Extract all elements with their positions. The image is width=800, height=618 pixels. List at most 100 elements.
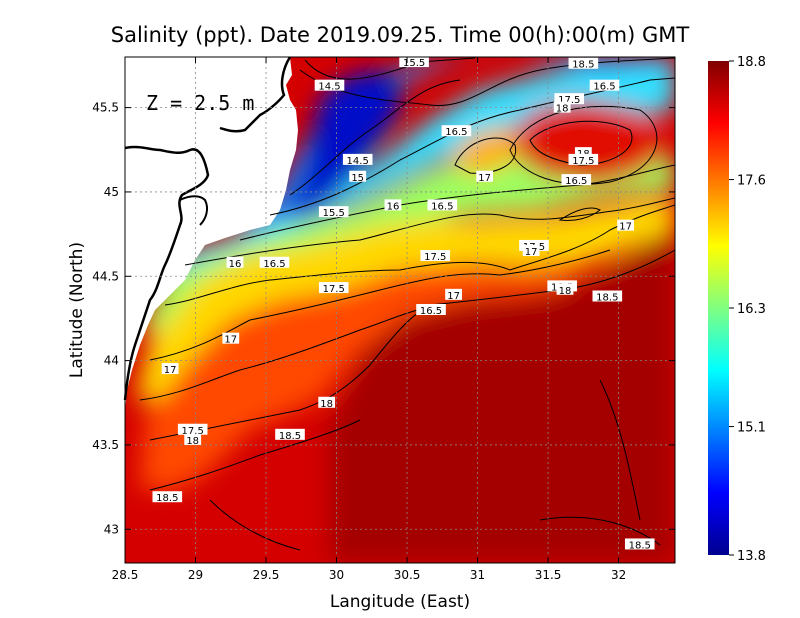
chart-title: Salinity (ppt). Date 2019.09.25. Time 00… [111, 23, 690, 47]
contour-label: 17 [617, 219, 635, 233]
contour-label: 17.5 [568, 153, 599, 167]
contour-label-text: 15.5 [403, 58, 425, 69]
contour-label-text: 17 [478, 173, 491, 184]
contour-label-bg [592, 290, 623, 302]
contour-label-bg [589, 79, 620, 91]
x-axis-label: Langitude (East) [330, 592, 470, 612]
contour-label-text: 16.5 [565, 176, 587, 187]
contour-label-bg [617, 219, 635, 231]
contour-label-bg [318, 206, 349, 218]
contour-label-bg [177, 423, 208, 435]
y-tick-label: 43.5 [92, 438, 119, 452]
contour-label-bg [275, 428, 305, 440]
colorbar-tick-label: 17.6 [737, 174, 766, 189]
contour-label: 15.5 [318, 206, 349, 219]
field-ne-eddy [510, 100, 665, 185]
contour-label: 17 [161, 363, 179, 376]
contour-label: 18 [318, 396, 336, 410]
contour-label: 17.5 [420, 250, 451, 263]
depth-label: Z = 2.5 m [146, 91, 254, 115]
contour-label-text: 18.5 [156, 493, 178, 504]
contour-line [149, 249, 675, 441]
contour-label: 16 [384, 199, 402, 212]
contour-label-text: 16 [229, 259, 242, 270]
contour-line [599, 379, 641, 521]
contour-label-text: 18 [320, 399, 333, 410]
plot-frame [124, 56, 676, 564]
contour-line [149, 419, 361, 491]
contour-label-bg [318, 396, 336, 408]
contour-label: 18 [184, 433, 202, 447]
colorbar [708, 61, 729, 555]
contour-label: 17.5 [318, 282, 349, 295]
contour-label-bg [259, 256, 290, 268]
contour-label: 18.5 [568, 57, 599, 71]
contour-label-bg [222, 332, 240, 344]
contour-label: 16.5 [561, 174, 592, 187]
x-tick-label: 29 [188, 568, 203, 582]
contour-line [139, 304, 441, 401]
contour-label-bg [445, 288, 462, 300]
contour-label: 18.5 [152, 491, 183, 504]
contour-label-bg [561, 174, 592, 186]
contour-label: 16.5 [441, 125, 472, 138]
contour-label: 17.5 [554, 93, 585, 106]
contour-label-bg [568, 153, 599, 165]
land-mask [125, 57, 298, 410]
contour-label-text: 18 [559, 286, 572, 297]
contour-label: 16 [226, 256, 244, 270]
contour-label-text: 18.5 [629, 540, 651, 551]
contour-label: 16.5 [589, 79, 620, 93]
gridlines [125, 57, 675, 563]
contour-label-bg [314, 79, 345, 91]
y-tick-label: 45.5 [92, 101, 119, 115]
plot-area [125, 57, 675, 563]
contour-label-text: 18.5 [279, 431, 301, 442]
contour-line [209, 499, 301, 551]
contour-line [164, 204, 675, 306]
x-tick-label: 31 [470, 568, 485, 582]
contour-label-text: 15 [351, 173, 364, 184]
salinity-field [135, 57, 675, 563]
contour-label-text: 18 [186, 436, 199, 447]
contour-line [299, 57, 675, 107]
y-axis: 43 43.5 44 44.5 45 45.5 [92, 101, 675, 536]
contour-label-text: 17.5 [323, 284, 345, 295]
contour-label-text: 17.5 [572, 156, 594, 167]
contour-label: 18.5 [624, 538, 655, 551]
contour-label-bg [399, 56, 429, 68]
contour-label: 14.5 [314, 79, 345, 93]
contour-label-bg [427, 199, 458, 211]
contour-line [239, 164, 675, 241]
contour-label-text: 17 [447, 291, 460, 302]
contour-label: 16.5 [427, 199, 458, 212]
contour-label-text: 18 [556, 104, 569, 115]
field-green [140, 140, 675, 330]
contour-labels: 14.515.516.517.51816.514.5151817.51716.5… [152, 56, 655, 551]
contour-label-bg [318, 282, 349, 294]
contour-label: 18 [556, 283, 574, 297]
contour-label: 16.5 [259, 256, 290, 270]
contour-label-bg [556, 283, 574, 295]
contour-label-bg [441, 125, 472, 137]
contour-label-bg [554, 93, 585, 105]
contour-label-text: 17 [619, 222, 632, 233]
y-axis-label: Latitude (North) [67, 242, 87, 378]
contour-line [289, 79, 461, 196]
colorbar-ticks: 18.8 17.6 16.3 15.1 13.8 [729, 55, 766, 564]
contour-label: 17 [522, 244, 540, 258]
contour-label: 15.5 [399, 56, 429, 69]
contour-label-text: 17.5 [182, 426, 204, 437]
x-tick-label: 30 [329, 568, 344, 582]
y-tick-label: 45 [104, 185, 119, 199]
x-tick-label: 30.5 [394, 568, 421, 582]
x-tick-label: 29.5 [253, 568, 280, 582]
contour-label-bg [574, 147, 592, 159]
colorbar-tick-label: 18.8 [737, 55, 766, 70]
contour-line [529, 120, 633, 166]
contour-label-text: 16 [387, 201, 400, 212]
contour-label-text: 16.5 [431, 201, 453, 212]
field-ne-ring [450, 125, 520, 175]
contour-label-bg [184, 433, 202, 445]
